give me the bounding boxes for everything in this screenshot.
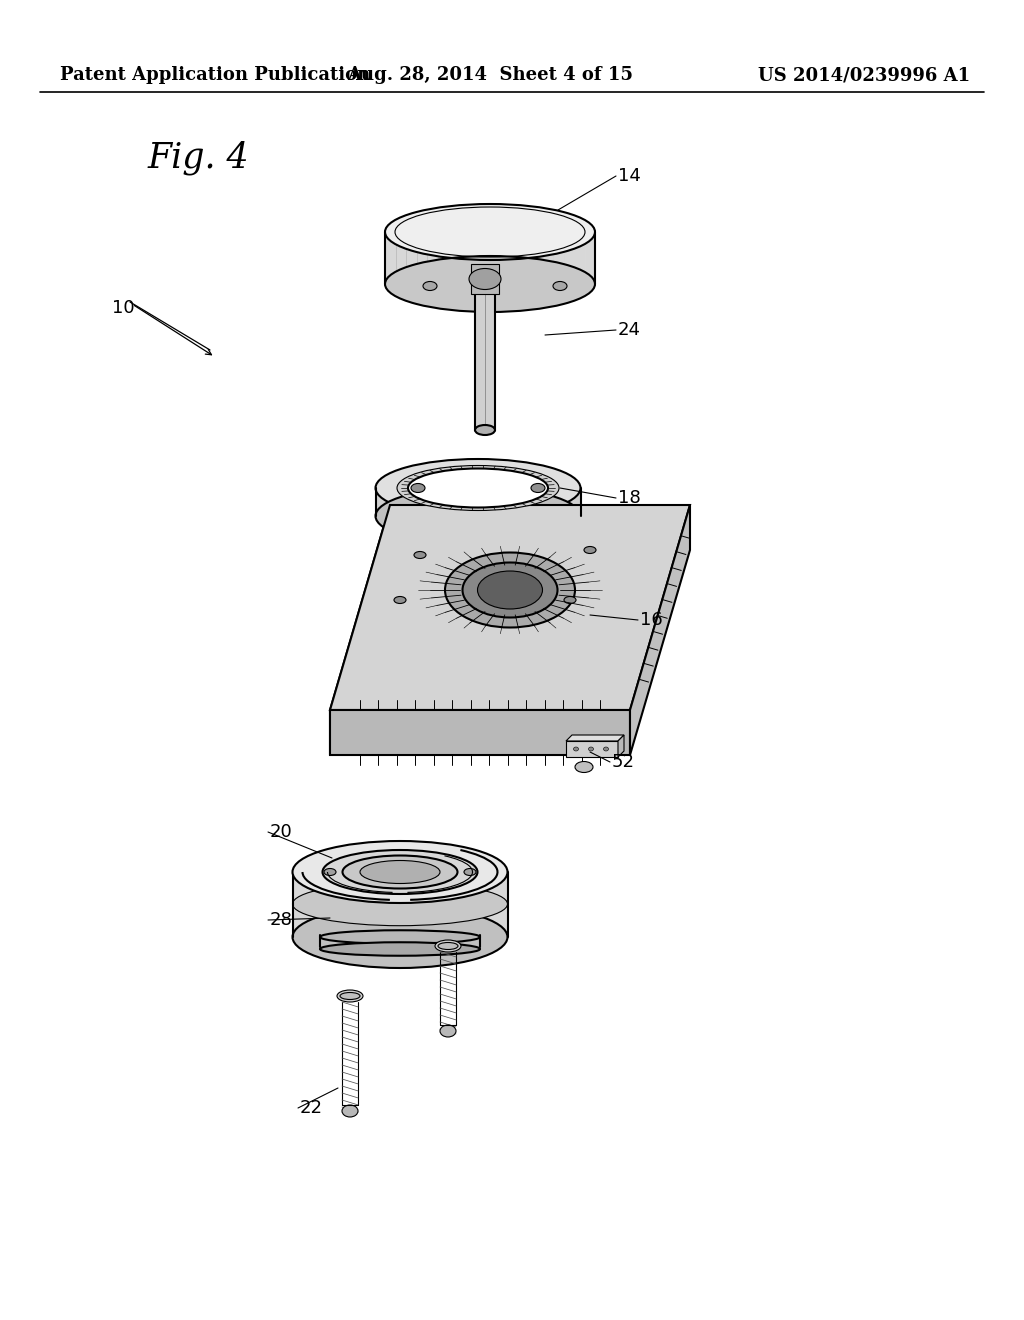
Ellipse shape [319, 942, 480, 956]
Ellipse shape [423, 281, 437, 290]
Ellipse shape [385, 256, 595, 312]
Ellipse shape [573, 747, 579, 751]
Ellipse shape [293, 906, 508, 968]
Text: 10: 10 [112, 300, 134, 317]
Text: 52: 52 [612, 752, 635, 771]
Ellipse shape [293, 841, 508, 903]
Ellipse shape [293, 882, 508, 925]
Text: 28: 28 [270, 911, 293, 929]
Text: 14: 14 [618, 168, 641, 185]
Polygon shape [330, 506, 390, 755]
Text: 24: 24 [618, 321, 641, 339]
Text: Patent Application Publication: Patent Application Publication [60, 66, 371, 84]
Text: 16: 16 [640, 611, 663, 630]
Ellipse shape [445, 553, 575, 627]
Polygon shape [630, 506, 690, 755]
Polygon shape [566, 741, 618, 756]
Text: Aug. 28, 2014  Sheet 4 of 15: Aug. 28, 2014 Sheet 4 of 15 [347, 66, 633, 84]
Ellipse shape [394, 597, 406, 603]
Ellipse shape [603, 747, 608, 751]
Ellipse shape [477, 572, 543, 609]
Polygon shape [566, 735, 624, 741]
Polygon shape [385, 232, 595, 284]
Ellipse shape [342, 1105, 358, 1117]
Polygon shape [330, 710, 630, 755]
Ellipse shape [340, 993, 360, 999]
Ellipse shape [376, 487, 581, 545]
Ellipse shape [469, 268, 501, 289]
Polygon shape [618, 735, 624, 756]
Ellipse shape [435, 940, 461, 952]
Polygon shape [376, 488, 581, 516]
Ellipse shape [385, 205, 595, 260]
Ellipse shape [319, 931, 480, 944]
Text: 20: 20 [270, 822, 293, 841]
Ellipse shape [589, 747, 594, 751]
Ellipse shape [475, 425, 495, 436]
Text: US 2014/0239996 A1: US 2014/0239996 A1 [758, 66, 970, 84]
Ellipse shape [463, 562, 557, 618]
Polygon shape [293, 873, 508, 937]
Polygon shape [475, 286, 495, 430]
Polygon shape [471, 264, 499, 294]
Polygon shape [330, 506, 690, 710]
Ellipse shape [337, 990, 362, 1002]
Ellipse shape [397, 466, 559, 511]
Ellipse shape [360, 861, 440, 883]
Ellipse shape [376, 459, 581, 517]
Ellipse shape [411, 483, 425, 492]
Ellipse shape [464, 869, 476, 875]
Ellipse shape [584, 546, 596, 553]
Ellipse shape [564, 597, 575, 603]
Ellipse shape [440, 1026, 456, 1038]
Ellipse shape [553, 281, 567, 290]
Ellipse shape [575, 762, 593, 772]
Text: Fig. 4: Fig. 4 [148, 141, 250, 176]
Ellipse shape [408, 469, 548, 507]
Text: 18: 18 [618, 488, 641, 507]
Ellipse shape [342, 855, 458, 888]
Ellipse shape [438, 942, 458, 949]
Ellipse shape [531, 483, 545, 492]
Text: 22: 22 [300, 1100, 323, 1117]
Ellipse shape [323, 850, 477, 894]
Ellipse shape [414, 552, 426, 558]
Ellipse shape [324, 869, 336, 875]
